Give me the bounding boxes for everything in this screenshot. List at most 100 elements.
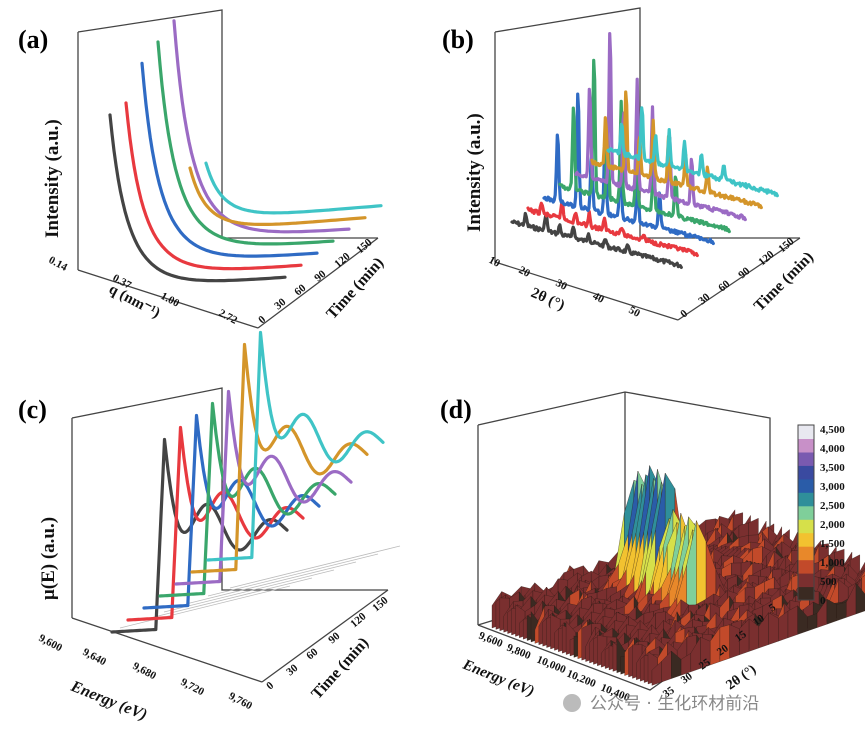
- panel-c-xtick: 9,720: [179, 676, 207, 698]
- panel-b-series-1: [526, 201, 699, 258]
- panel-a-letter: (a): [18, 25, 48, 54]
- surface-cell: [836, 602, 847, 622]
- surface-cell: [768, 612, 779, 645]
- panel-d: (d) Energy (eV) 2θ (°) 9,600 9,800 10,00…: [440, 391, 865, 704]
- panel-c-curves: [110, 330, 385, 634]
- panel-c-series-6: [206, 330, 385, 562]
- panel-c-xticks: 9,600 9,640 9,680 9,720 9,760: [37, 632, 255, 712]
- panel-a-xlabel: q (nm⁻¹): [106, 281, 162, 321]
- panel-b-series-4: [574, 32, 747, 222]
- colorbar-tick: 0: [820, 595, 826, 607]
- colorbar-segment: [798, 586, 814, 601]
- panel-a-xtick: 0.14: [47, 254, 70, 274]
- panel-a-series-3: [156, 40, 335, 246]
- panel-d-xtick: 9,600: [477, 630, 505, 651]
- surface-cell: [855, 582, 865, 615]
- panel-a: (a) Intensity (a.u.) q (nm⁻¹) Time (min)…: [18, 9, 387, 329]
- panel-d-ytick: 5: [767, 601, 779, 614]
- panel-a-curves: [108, 19, 383, 283]
- panel-a-series-6: [204, 161, 383, 215]
- colorbar-tick: 2,500: [820, 500, 845, 512]
- colorbar-segment: [798, 546, 814, 561]
- colorbar-segment: [798, 532, 814, 547]
- panel-c: (c) μ(E) (a.u.) Energy (eV) Time (min) 9…: [18, 330, 401, 724]
- panel-a-series-2: [140, 61, 319, 258]
- panel-c-xtick: 9,680: [131, 660, 159, 682]
- panel-a-series-0: [108, 113, 287, 283]
- panel-b-letter: (b): [442, 25, 474, 54]
- panel-d-colorbar-ticks: 0 500 1,000 1,500 2,000 2,500 3,000 3,50…: [820, 424, 845, 607]
- panel-c-series-0: [110, 437, 289, 634]
- panel-a-series-1: [124, 101, 303, 271]
- panel-c-series-1: [126, 425, 305, 622]
- panel-a-ztick: 30: [272, 296, 289, 313]
- colorbar-tick: 500: [820, 576, 837, 588]
- panel-c-ztick: 150: [370, 594, 391, 614]
- panel-c-ylabel: μ(E) (a.u.): [38, 517, 59, 600]
- panel-b-series-6: [606, 106, 779, 198]
- panel-c-gridline: [141, 577, 313, 621]
- panel-c-ztick: 90: [326, 630, 343, 647]
- panel-c-ztick: 120: [348, 610, 369, 630]
- panel-d-xtick: 10,200: [565, 668, 598, 691]
- panel-b: (b) Intensity (a.u.) 2θ (°) Time (min) 1…: [442, 7, 817, 321]
- watermark: 公众号 · 生化环材前沿: [563, 694, 759, 714]
- colorbar-segment: [798, 573, 814, 588]
- panel-c-gridline: [229, 545, 401, 589]
- colorbar-segment: [798, 505, 814, 520]
- colorbar-segment: [798, 425, 814, 439]
- panel-b-series-0: [510, 211, 683, 269]
- panel-a-floor: [77, 237, 379, 329]
- panel-b-curves: [510, 32, 779, 269]
- panel-a-ylabel: Intensity (a.u.): [42, 119, 63, 238]
- panel-c-floor: [71, 589, 389, 683]
- panel-b-ztick: 30: [696, 291, 713, 308]
- colorbar-segment: [798, 492, 814, 507]
- panel-a-xtick: 2.72: [217, 307, 240, 327]
- colorbar-tick: 2,000: [820, 519, 845, 531]
- panel-c-xtick: 9,600: [37, 632, 65, 654]
- colorbar-segment: [798, 465, 814, 480]
- panel-b-floor: [494, 237, 801, 321]
- surface-cell: [787, 605, 798, 639]
- panel-c-zlabel: Time (min): [308, 634, 372, 702]
- panel-c-gridline: [163, 569, 335, 613]
- panel-b-xtick: 30: [554, 277, 570, 293]
- colorbar-tick: 3,500: [820, 462, 845, 474]
- panel-b-xtick: 10: [487, 254, 503, 270]
- panel-a-ztick: 60: [292, 282, 309, 299]
- panel-d-colorbar: [798, 425, 814, 601]
- panel-a-ztick: 90: [312, 268, 329, 285]
- colorbar-tick: 1,500: [820, 538, 845, 550]
- panel-c-floor-grid: [119, 545, 401, 629]
- panel-d-colorbar-frame: [797, 424, 815, 601]
- colorbar-segment: [798, 519, 814, 534]
- panel-c-letter: (c): [18, 395, 47, 424]
- colorbar-tick: 1,000: [820, 557, 845, 569]
- panel-b-ylabel: Intensity (a.u.): [464, 113, 485, 232]
- colorbar-tick: 3,000: [820, 481, 845, 493]
- wechat-icon: [563, 694, 581, 712]
- panel-b-xtick: 50: [627, 304, 643, 320]
- panel-a-ztick: 120: [332, 250, 353, 270]
- colorbar-tick: 4,000: [820, 443, 845, 455]
- colorbar-segment: [798, 438, 814, 453]
- panel-c-frame: [71, 387, 388, 618]
- panel-a-series-5: [188, 166, 367, 226]
- panel-b-series-2: [542, 92, 715, 246]
- colorbar-segment: [798, 478, 814, 493]
- panel-c-xtick: 9,760: [227, 690, 255, 712]
- panel-c-gridline: [119, 585, 291, 629]
- watermark-text: 公众号 · 生化环材前沿: [590, 694, 759, 714]
- panel-b-ztick: 60: [716, 278, 733, 295]
- panel-b-xticks: 10 20 30 40 50: [487, 254, 643, 320]
- panel-d-box: [477, 391, 771, 626]
- panel-a-series-4: [172, 19, 351, 234]
- panel-a-frame: [77, 9, 378, 270]
- panel-c-xtick: 9,640: [81, 646, 109, 668]
- panel-a-ztick: 0: [256, 313, 268, 326]
- panel-c-series-3: [158, 401, 337, 598]
- panel-c-ztick: 60: [304, 646, 321, 663]
- panel-c-series-4: [174, 389, 353, 586]
